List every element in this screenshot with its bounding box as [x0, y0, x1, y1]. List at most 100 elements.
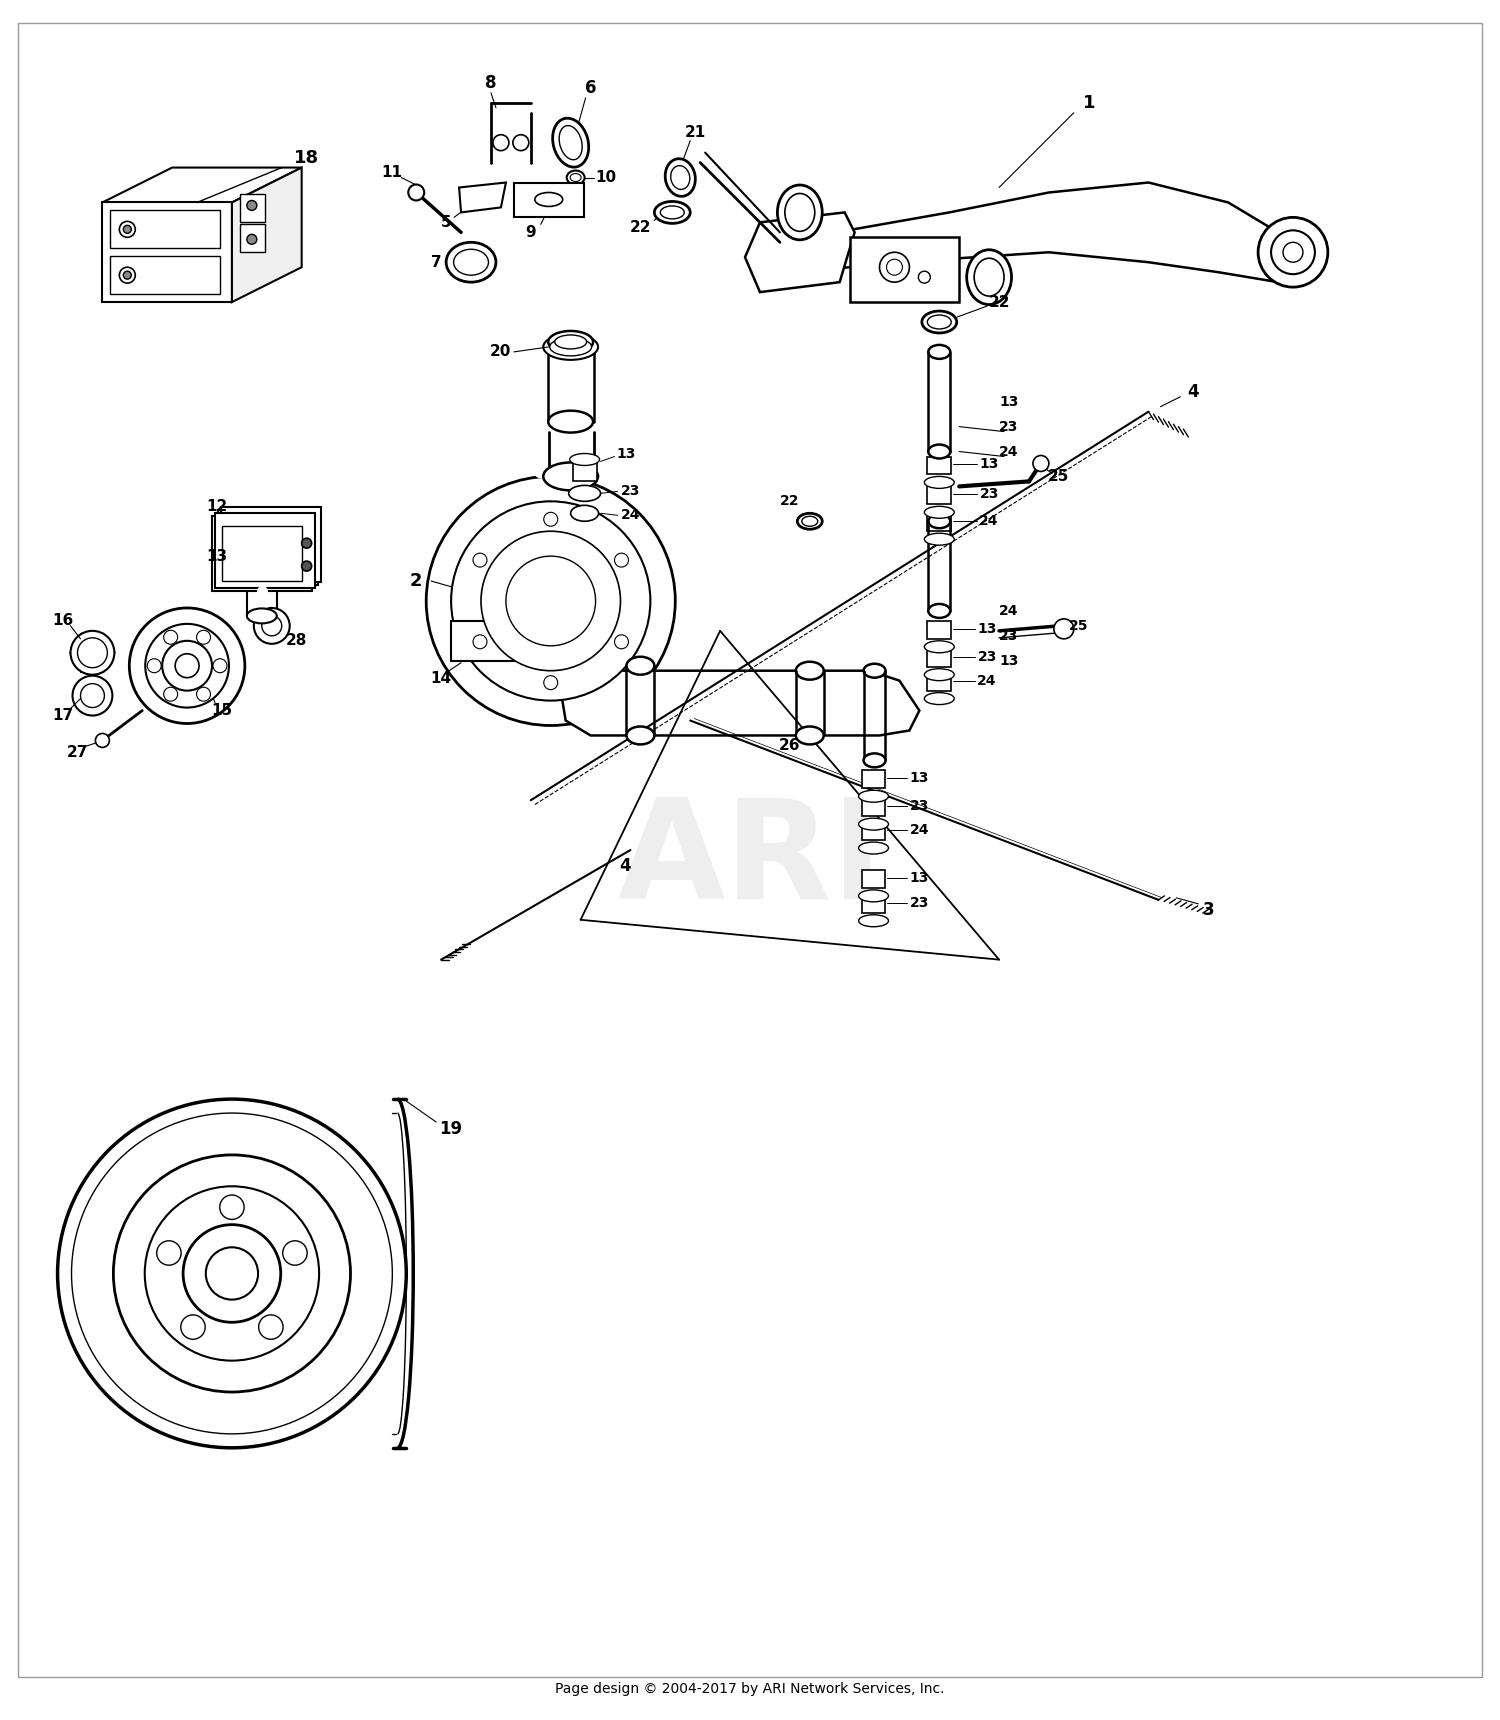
Circle shape — [57, 1099, 406, 1448]
Circle shape — [114, 1154, 351, 1391]
Text: 21: 21 — [684, 126, 706, 141]
Ellipse shape — [446, 243, 497, 282]
Circle shape — [282, 1240, 308, 1266]
Text: 25: 25 — [1070, 619, 1089, 633]
Circle shape — [123, 272, 132, 279]
Ellipse shape — [777, 186, 822, 239]
Ellipse shape — [796, 662, 824, 679]
Bar — [111, 210, 220, 248]
Ellipse shape — [555, 335, 586, 349]
Circle shape — [162, 642, 211, 691]
Text: 13: 13 — [207, 549, 228, 564]
Text: 23: 23 — [980, 487, 999, 501]
Text: 23: 23 — [621, 485, 640, 499]
Circle shape — [72, 1113, 393, 1434]
Ellipse shape — [798, 513, 822, 530]
Text: 13: 13 — [999, 394, 1018, 409]
Circle shape — [248, 234, 256, 244]
Circle shape — [544, 676, 558, 690]
Bar — [861, 822, 885, 839]
Bar — [849, 237, 958, 303]
Bar — [861, 894, 885, 913]
Circle shape — [615, 554, 628, 568]
Text: 22: 22 — [780, 494, 800, 509]
Text: 11: 11 — [381, 165, 402, 181]
Text: 24: 24 — [978, 674, 998, 688]
Polygon shape — [102, 167, 302, 203]
Circle shape — [129, 607, 244, 724]
Ellipse shape — [927, 315, 951, 329]
Text: 12: 12 — [207, 499, 228, 514]
Ellipse shape — [660, 206, 684, 218]
Ellipse shape — [543, 463, 598, 490]
Circle shape — [196, 688, 210, 702]
Bar — [861, 798, 885, 817]
Circle shape — [1054, 619, 1074, 638]
Text: 27: 27 — [68, 745, 88, 760]
Circle shape — [123, 225, 132, 234]
Text: 13: 13 — [616, 447, 636, 461]
Bar — [927, 621, 951, 638]
Ellipse shape — [570, 454, 600, 466]
Ellipse shape — [924, 642, 954, 654]
Text: 2: 2 — [410, 573, 423, 590]
Circle shape — [70, 631, 114, 674]
Text: 14: 14 — [430, 671, 451, 686]
Text: 24: 24 — [621, 509, 640, 523]
Circle shape — [78, 638, 108, 667]
Ellipse shape — [924, 506, 954, 518]
Polygon shape — [459, 182, 506, 212]
Bar — [927, 513, 951, 531]
Circle shape — [196, 630, 210, 645]
Circle shape — [1282, 243, 1304, 261]
Text: 4: 4 — [1188, 384, 1198, 401]
Ellipse shape — [796, 726, 824, 745]
Ellipse shape — [567, 170, 585, 184]
Ellipse shape — [549, 411, 592, 433]
Text: 9: 9 — [525, 225, 536, 239]
Bar — [573, 459, 597, 482]
Circle shape — [164, 630, 177, 645]
Polygon shape — [746, 212, 855, 292]
Bar — [452, 621, 531, 660]
Text: 19: 19 — [440, 1120, 462, 1139]
Text: 24: 24 — [980, 514, 999, 528]
Ellipse shape — [627, 726, 654, 745]
Text: 22: 22 — [630, 220, 651, 236]
Text: 8: 8 — [484, 74, 496, 91]
Text: 28: 28 — [286, 633, 308, 648]
Circle shape — [156, 1240, 182, 1266]
Bar — [240, 194, 266, 222]
Ellipse shape — [453, 249, 489, 275]
Circle shape — [494, 134, 508, 151]
Ellipse shape — [928, 604, 951, 617]
Bar — [927, 456, 951, 475]
Text: 7: 7 — [430, 255, 441, 270]
Ellipse shape — [549, 330, 592, 353]
Text: 24: 24 — [909, 824, 928, 838]
Bar — [927, 673, 951, 691]
Ellipse shape — [784, 193, 814, 230]
Circle shape — [164, 688, 177, 702]
Ellipse shape — [928, 514, 951, 528]
Bar — [861, 870, 885, 888]
Ellipse shape — [654, 201, 690, 224]
Bar — [220, 507, 321, 581]
Circle shape — [81, 683, 105, 707]
Ellipse shape — [670, 165, 690, 189]
Ellipse shape — [974, 258, 1004, 296]
Circle shape — [513, 134, 529, 151]
Text: 20: 20 — [490, 344, 512, 359]
Circle shape — [147, 659, 160, 673]
Text: 1: 1 — [1083, 95, 1095, 112]
Polygon shape — [232, 167, 302, 303]
Ellipse shape — [864, 664, 885, 678]
Ellipse shape — [536, 193, 562, 206]
Bar — [927, 648, 951, 667]
Ellipse shape — [802, 516, 818, 526]
Text: 5: 5 — [441, 215, 452, 230]
Text: 22: 22 — [988, 294, 1010, 310]
Ellipse shape — [928, 444, 951, 459]
Ellipse shape — [858, 915, 888, 927]
Text: ARI: ARI — [616, 793, 884, 927]
